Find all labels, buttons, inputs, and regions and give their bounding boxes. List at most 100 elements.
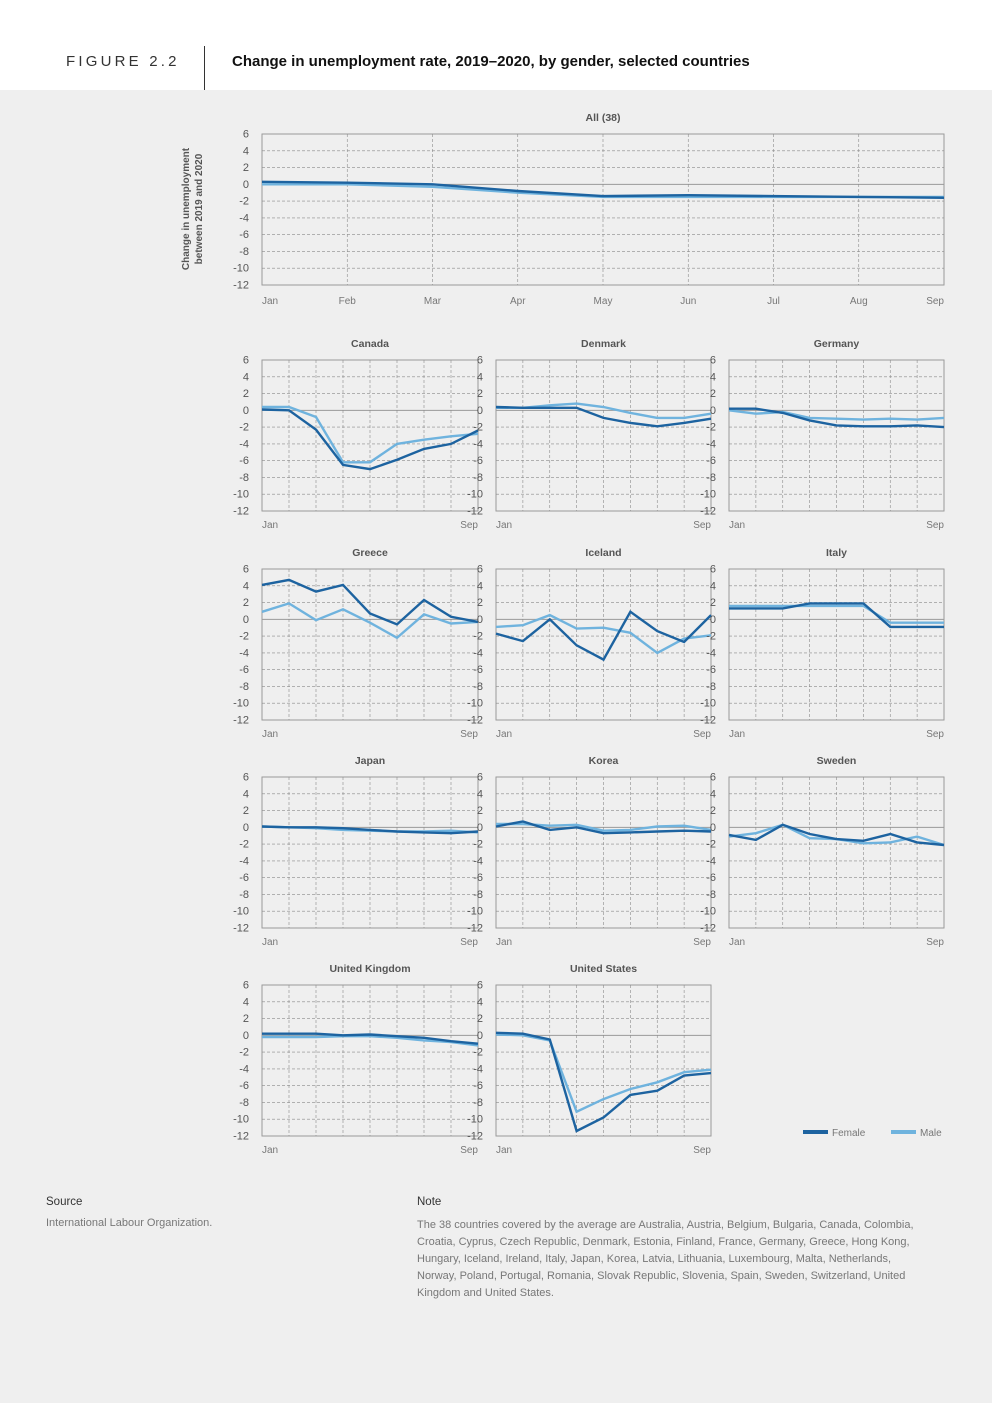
y-tick-label: -4: [239, 438, 249, 450]
y-tick-label: 4: [243, 788, 249, 800]
y-tick-label: 0: [477, 405, 483, 417]
y-tick-label: -8: [473, 889, 483, 901]
chart-title: United States: [570, 963, 637, 975]
y-tick-label: 6: [710, 772, 716, 784]
y-tick-label: -8: [239, 246, 249, 258]
y-tick-label: -10: [233, 906, 249, 918]
x-tick-label: Sep: [693, 1145, 711, 1156]
y-tick-label: -8: [239, 1097, 249, 1109]
x-tick-label: Jun: [680, 296, 696, 307]
y-tick-label: -8: [473, 1097, 483, 1109]
y-tick-label: 4: [710, 788, 716, 800]
y-tick-label: -10: [467, 489, 483, 501]
y-tick-label: -10: [700, 698, 716, 710]
y-tick-label: -8: [239, 889, 249, 901]
series-line-female: [262, 1032, 479, 1045]
series-line-male: [728, 409, 945, 421]
y-tick-label: 4: [710, 580, 716, 592]
y-tick-label: -8: [473, 681, 483, 693]
x-tick-label: Sep: [460, 1145, 478, 1156]
chart-title: Italy: [826, 547, 847, 559]
y-tick-label: -10: [233, 698, 249, 710]
y-tick-label: 6: [243, 564, 249, 576]
y-tick-label: -4: [706, 855, 716, 867]
legend-female-swatch: [803, 1130, 828, 1134]
x-tick-label: Mar: [424, 296, 442, 307]
figure-header: FIGURE 2.2 Change in unemployment rate, …: [0, 0, 992, 90]
series-line-female: [495, 610, 712, 662]
y-tick-label: -4: [473, 438, 483, 450]
chart-title: Sweden: [817, 755, 857, 767]
y-tick-label: 4: [477, 371, 483, 383]
y-tick-label: -8: [706, 889, 716, 901]
series-line-female: [728, 823, 945, 847]
y-tick-label: -4: [473, 1063, 483, 1075]
chart-title: United Kingdom: [329, 963, 410, 975]
series-line-female: [261, 180, 945, 199]
y-tick-label: 2: [710, 388, 716, 400]
y-tick-label: 2: [477, 597, 483, 609]
y-tick-label: -2: [239, 196, 249, 208]
x-tick-label: Jan: [262, 937, 278, 948]
y-axis-title-line1: Change in unemployment: [181, 147, 192, 270]
y-tick-label: 4: [243, 996, 249, 1008]
y-tick-label: 4: [477, 580, 483, 592]
y-tick-label: 2: [477, 805, 483, 817]
x-tick-label: Sep: [693, 937, 711, 948]
x-tick-label: Sep: [460, 729, 478, 740]
y-tick-label: 6: [477, 355, 483, 367]
series-line-female: [261, 578, 479, 626]
y-tick-label: -4: [239, 212, 249, 224]
y-tick-label: 4: [243, 580, 249, 592]
y-tick-label: -12: [233, 715, 249, 727]
y-tick-label: -12: [700, 923, 716, 935]
series-line-male: [495, 1033, 712, 1114]
y-axis-title-line2: between 2019 and 2020: [194, 153, 205, 264]
y-tick-label: 0: [710, 822, 716, 834]
chart-title: All (38): [585, 112, 620, 124]
y-tick-label: 6: [243, 129, 249, 141]
y-tick-label: 6: [710, 355, 716, 367]
chart-panel: 6 4 2 0 -2 -4 -6 -8 -10 -12 Canada Jan Sep: [233, 338, 479, 531]
y-tick-label: 0: [243, 405, 249, 417]
x-tick-label: Jan: [496, 520, 512, 531]
y-tick-label: 6: [477, 772, 483, 784]
y-tick-label: -2: [239, 1047, 249, 1059]
chart-panel: 6 4 2 0 -2 -4 -6 -8 -10 -12 Sweden Jan Sep: [700, 755, 945, 948]
y-tick-label: -2: [473, 839, 483, 851]
y-tick-label: -10: [233, 1114, 249, 1126]
y-tick-label: -2: [239, 422, 249, 434]
x-tick-label: Sep: [926, 296, 944, 307]
y-tick-label: -12: [467, 1131, 483, 1143]
chart-panel: 6 4 2 0 -2 -4 -6 -8 -10 -12 Germany Jan Sep: [700, 338, 945, 531]
x-tick-label: Jul: [767, 296, 780, 307]
y-tick-label: -6: [706, 455, 716, 467]
chart-panel: 6 4 2 0 -2 -4 -6 -8 -10 -12 Iceland Jan Sep: [467, 547, 712, 740]
y-tick-label: -6: [706, 664, 716, 676]
x-tick-label: Jan: [729, 729, 745, 740]
x-tick-label: Jan: [729, 937, 745, 948]
x-tick-label: May: [594, 296, 613, 307]
series-line-female: [261, 408, 479, 471]
chart-panel: 6 4 2 0 -2 -4 -6 -8 -10 -12 Denmark Jan Sep: [467, 338, 712, 531]
y-tick-label: -2: [706, 631, 716, 643]
x-tick-label: Jan: [496, 937, 512, 948]
y-tick-label: -6: [473, 664, 483, 676]
note-heading: Note: [417, 1196, 442, 1208]
x-tick-label: Sep: [926, 520, 944, 531]
y-tick-label: -10: [233, 263, 249, 275]
y-tick-label: 4: [243, 371, 249, 383]
x-tick-label: Jan: [262, 296, 278, 307]
y-tick-label: 6: [477, 980, 483, 992]
y-tick-label: 0: [477, 1030, 483, 1042]
series-line-female: [729, 407, 945, 429]
y-tick-label: 0: [477, 614, 483, 626]
y-tick-label: 2: [710, 805, 716, 817]
series-line-male: [495, 613, 712, 655]
chart-panel: 6 4 2 0 -2 -4 -6 -8 -10 -12 United Kingdom Jan Sep: [233, 963, 479, 1156]
y-tick-label: 6: [710, 564, 716, 576]
y-tick-label: 2: [243, 162, 249, 174]
y-tick-label: -8: [239, 681, 249, 693]
y-tick-label: 2: [477, 1013, 483, 1025]
x-tick-label: Apr: [510, 296, 526, 307]
